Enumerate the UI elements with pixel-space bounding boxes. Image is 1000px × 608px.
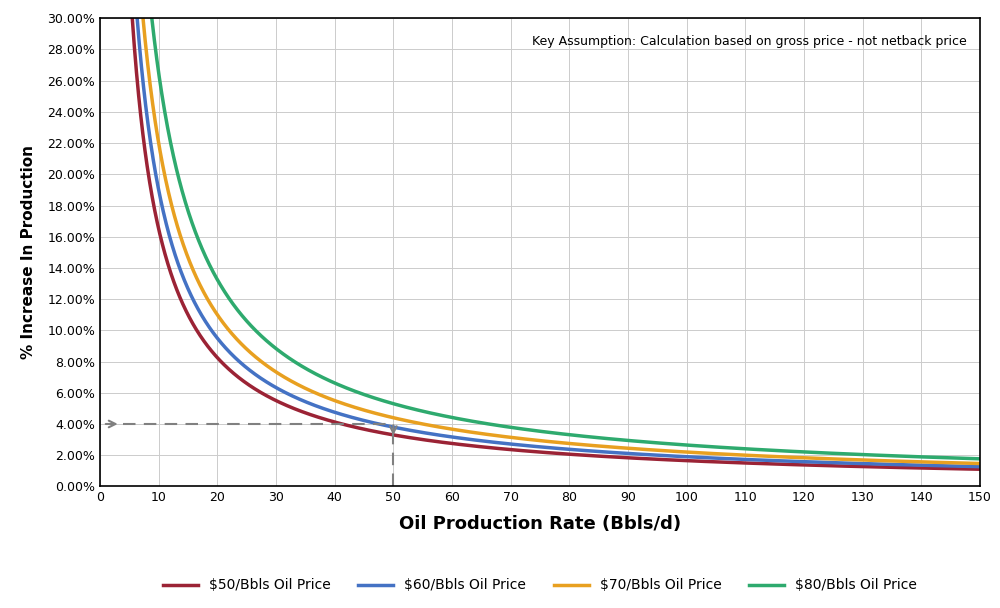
Y-axis label: % Increase In Production: % Increase In Production (21, 145, 36, 359)
Legend: $50/Bbls Oil Price, $60/Bbls Oil Price, $70/Bbls Oil Price, $80/Bbls Oil Price: $50/Bbls Oil Price, $60/Bbls Oil Price, … (157, 573, 923, 598)
Text: Key Assumption: Calculation based on gross price - not netback price: Key Assumption: Calculation based on gro… (532, 35, 967, 47)
X-axis label: Oil Production Rate (Bbls/d): Oil Production Rate (Bbls/d) (399, 516, 681, 533)
